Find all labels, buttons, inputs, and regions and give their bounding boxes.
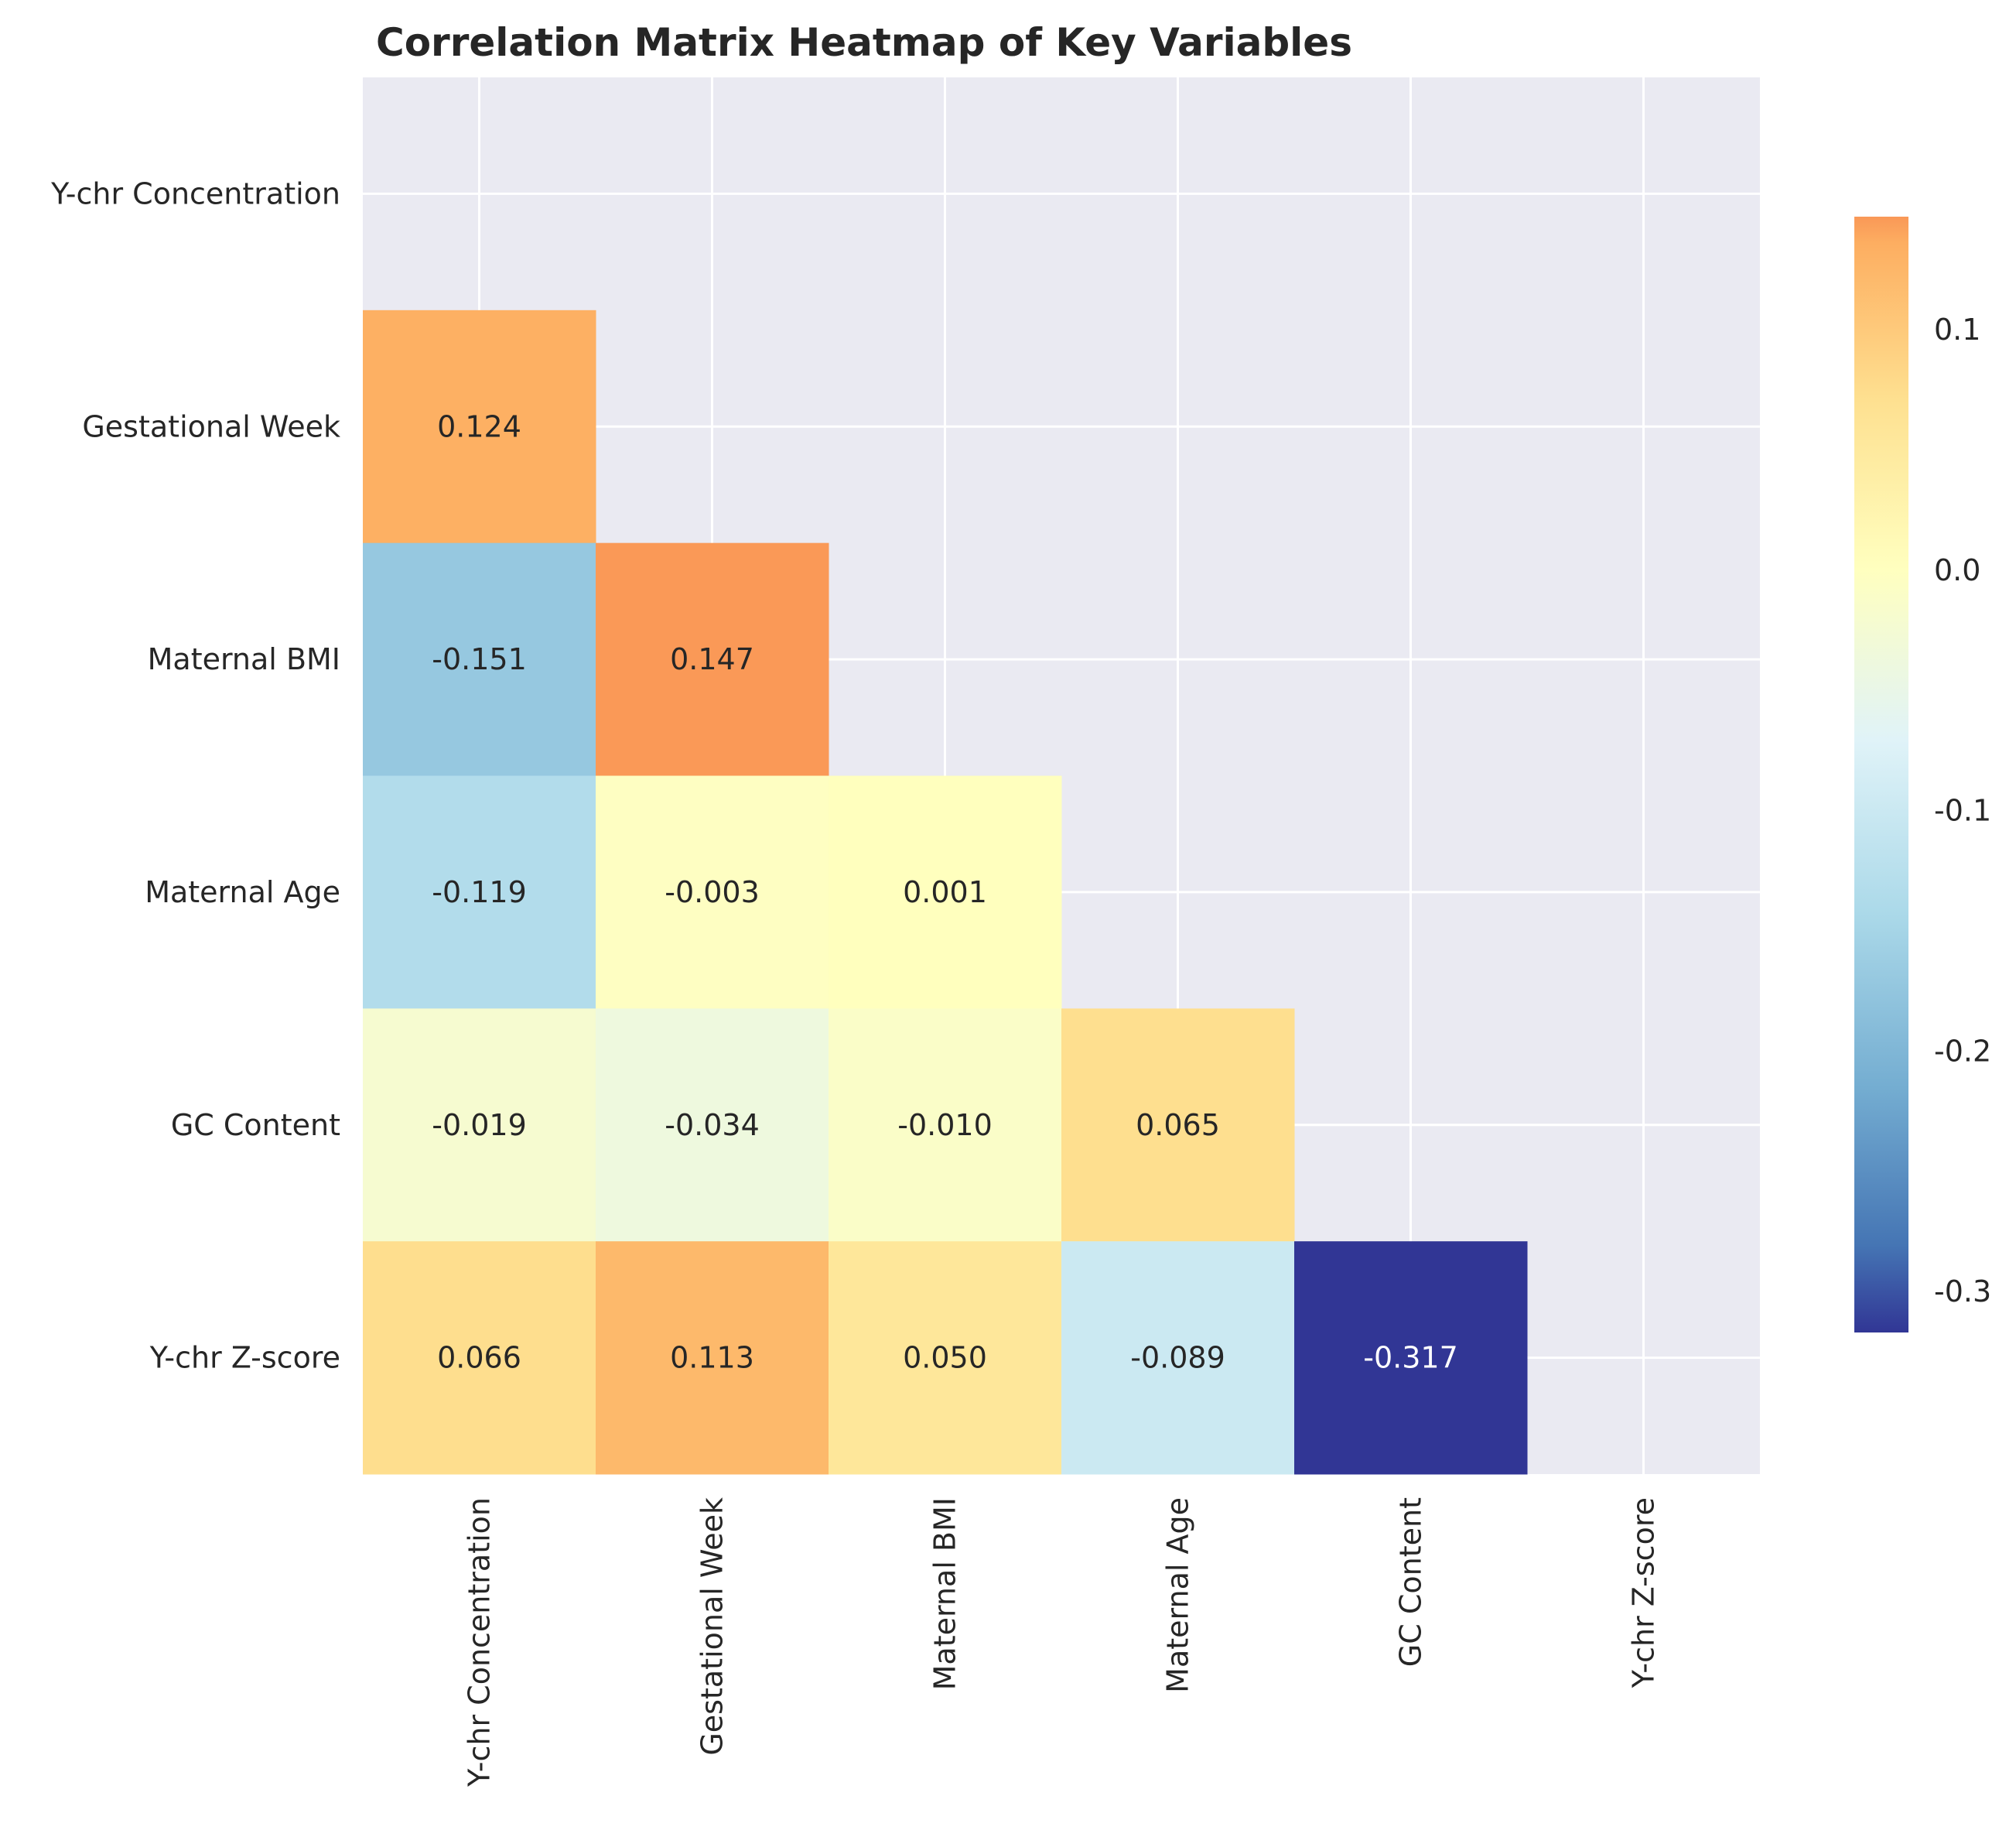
heatmap-cells: 0.124 -0.151 0.147 -0.119 -0.003 0.001 -0.019 -… xyxy=(363,310,1528,1475)
cell-value-label: -0.119 xyxy=(432,875,527,909)
y-tick-label: Y-chr Concentration xyxy=(50,176,340,210)
chart-title: Correlation Matrix Heatmap of Key Variab… xyxy=(376,20,1352,65)
heatmap-cell xyxy=(363,775,596,1009)
x-axis-tick-labels: Y-chr Concentration Gestational Week Mater… xyxy=(463,1497,1661,1787)
cell-value-label: -0.151 xyxy=(432,642,527,676)
colorbar-tick-label: -0.1 xyxy=(1934,794,1991,828)
x-tick-label: Y-chr Z-score xyxy=(1627,1497,1661,1688)
x-tick-label: Maternal BMI xyxy=(928,1497,962,1690)
colorbar-tick-label: -0.3 xyxy=(1934,1274,1991,1308)
colorbar-gradient xyxy=(1854,217,1908,1332)
cell-value-label: 0.124 xyxy=(437,409,521,443)
y-tick-label: Y-chr Z-score xyxy=(149,1341,340,1375)
heatmap-cell xyxy=(363,542,596,776)
cell-value-label: 0.001 xyxy=(903,875,987,909)
y-tick-label: GC Content xyxy=(171,1108,340,1142)
cell-value-label: -0.010 xyxy=(897,1108,993,1142)
heatmap-cell xyxy=(596,1008,829,1242)
x-tick-label: Gestational Week xyxy=(695,1497,730,1756)
y-tick-label: Maternal BMI xyxy=(148,642,340,676)
y-tick-label: Gestational Week xyxy=(82,409,340,443)
cell-value-label: -0.003 xyxy=(665,875,760,909)
y-tick-label: Maternal Age xyxy=(145,875,340,909)
cell-value-label: -0.089 xyxy=(1130,1341,1225,1375)
y-axis-tick-labels: Y-chr Concentration Gestational Week Mater… xyxy=(50,176,340,1375)
heatmap-cell xyxy=(363,1241,596,1475)
heatmap-cell xyxy=(596,775,829,1009)
x-tick-label: Maternal Age xyxy=(1161,1497,1195,1693)
heatmap-cell xyxy=(1061,1008,1295,1242)
cell-value-label: -0.317 xyxy=(1363,1341,1458,1375)
heatmap-cell xyxy=(829,1241,1062,1475)
heatmap-cell xyxy=(363,310,596,544)
x-tick-label: GC Content xyxy=(1394,1497,1428,1667)
colorbar-tick-label: 0.0 xyxy=(1934,553,1980,587)
cell-value-label: -0.034 xyxy=(665,1108,760,1142)
colorbar-tick-label: -0.2 xyxy=(1934,1034,1991,1068)
x-tick-label: Y-chr Concentration xyxy=(463,1497,497,1787)
heatmap-cell xyxy=(1294,1241,1528,1475)
cell-value-label: 0.113 xyxy=(670,1341,754,1375)
cell-value-label: 0.147 xyxy=(670,642,754,676)
cell-value-label: 0.065 xyxy=(1136,1108,1220,1142)
heatmap-cell xyxy=(596,542,829,776)
heatmap-cell xyxy=(829,775,1062,1009)
heatmap-cell xyxy=(596,1241,829,1475)
heatmap-cell xyxy=(363,1008,596,1242)
colorbar: 0.1 0.0 -0.1 -0.2 -0.3 xyxy=(1854,217,1991,1332)
heatmap-cell xyxy=(1061,1241,1295,1475)
colorbar-tick-label: 0.1 xyxy=(1934,313,1980,347)
colorbar-ticks: 0.1 0.0 -0.1 -0.2 -0.3 xyxy=(1934,313,1991,1308)
cell-value-label: -0.019 xyxy=(432,1108,527,1142)
cell-value-label: 0.050 xyxy=(903,1341,987,1375)
cell-value-label: 0.066 xyxy=(437,1341,521,1375)
heatmap-cell xyxy=(829,1008,1062,1242)
